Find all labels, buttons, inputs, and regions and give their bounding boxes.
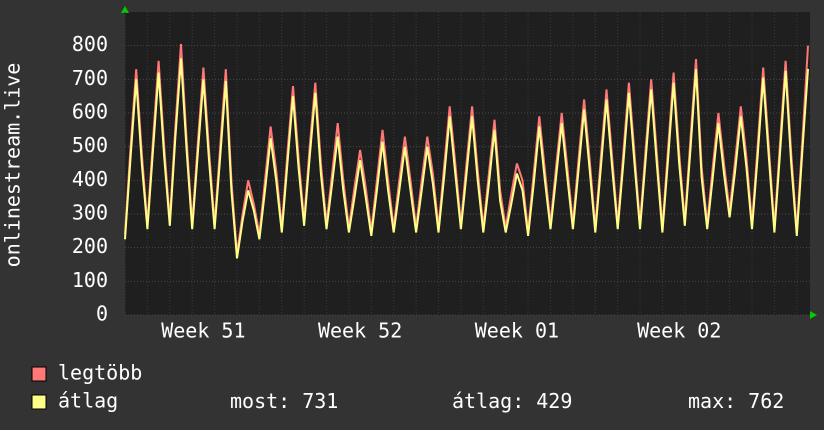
stat-value: 429 xyxy=(536,389,572,413)
axis-arrow xyxy=(121,6,129,13)
legend-label: átlag xyxy=(58,389,118,413)
stat: max: 762 xyxy=(688,389,784,413)
x-tick-label: Week 52 xyxy=(318,319,402,343)
y-tick-label: 500 xyxy=(72,133,108,157)
stat-value: 762 xyxy=(748,389,784,413)
stat: most: 731 xyxy=(230,389,338,413)
y-tick-label: 300 xyxy=(72,201,108,225)
stat-label: átlag: xyxy=(452,389,524,413)
y-axis-label: onlinestream.live xyxy=(1,63,25,268)
y-tick-label: 100 xyxy=(72,268,108,292)
x-tick-label: Week 01 xyxy=(475,319,559,343)
legend-swatch xyxy=(31,394,47,410)
stat: átlag: 429 xyxy=(452,389,572,413)
y-tick-label: 400 xyxy=(72,167,108,191)
y-tick-label: 800 xyxy=(72,32,108,56)
legend-swatch xyxy=(31,366,47,382)
series-line xyxy=(124,58,809,259)
x-tick-label: Week 51 xyxy=(161,319,245,343)
stat-label: max: xyxy=(688,389,736,413)
y-tick-label: 0 xyxy=(96,302,108,326)
legend-label: legtöbb xyxy=(58,361,142,385)
axis-arrow xyxy=(810,311,817,319)
y-tick-label: 600 xyxy=(72,100,108,124)
stat-label: most: xyxy=(230,389,290,413)
y-tick-label: 200 xyxy=(72,234,108,258)
y-tick-label: 700 xyxy=(72,66,108,90)
x-tick-label: Week 02 xyxy=(637,319,721,343)
stat-value: 731 xyxy=(302,389,338,413)
